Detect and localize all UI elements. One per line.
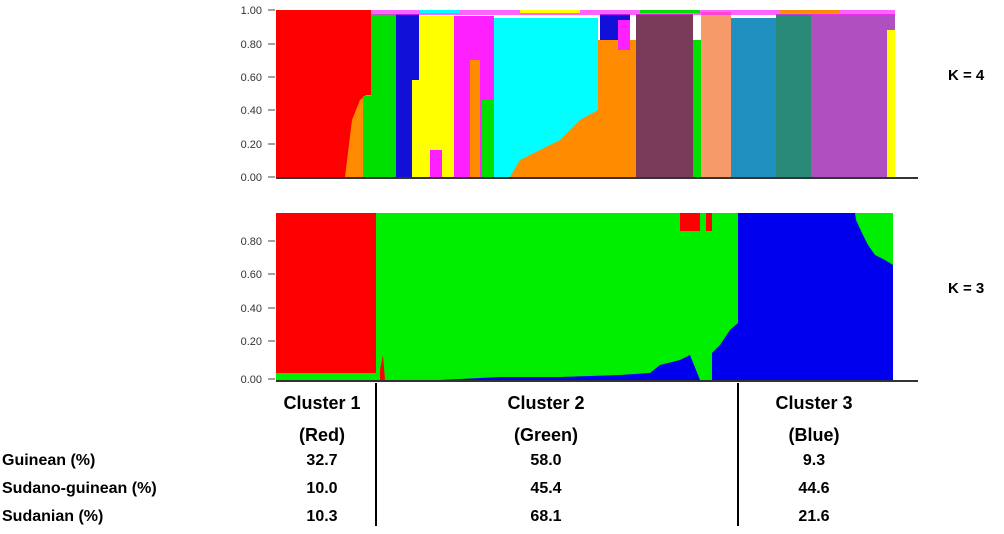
k4-y-axis: 1.00 0.80 0.60 0.40 0.20 0.00 [241, 5, 275, 184]
k4-label: K = 4 [948, 67, 985, 84]
k4-tick-5: 0.20 [241, 139, 262, 151]
cluster-3-color: (Blue) [788, 425, 840, 445]
k4-green-block [371, 14, 396, 177]
divider-1 [375, 383, 377, 526]
divider-2 [737, 383, 739, 526]
k4-teal-block [776, 14, 811, 177]
sudanian-cluster-2: 68.1 [530, 508, 562, 525]
cluster-2-color: (Green) [513, 425, 578, 445]
k3-tick-4: 0.20 [241, 336, 262, 348]
k4-bars [276, 10, 895, 177]
k3-y-axis: 0.80 0.60 0.40 0.20 0.00 [241, 236, 275, 386]
sudanian-cluster-1: 10.3 [306, 508, 338, 525]
k4-tick-2: 0.80 [241, 39, 262, 51]
k4-orange-block [598, 40, 636, 177]
row-label-sudanian: Sudanian (%) [2, 508, 104, 525]
cluster-1-name: Cluster 1 [283, 393, 361, 413]
k4-steelblue-block [731, 18, 776, 177]
k4-tick-1: 1.00 [241, 5, 262, 17]
cluster-1-color: (Red) [299, 425, 345, 445]
k4-tick-6: 0.00 [241, 172, 262, 184]
k3-tick-1: 0.80 [241, 236, 262, 248]
k3-tick-5: 0.00 [241, 374, 262, 386]
k4-purple-block [811, 14, 895, 177]
k4-tick-4: 0.40 [241, 105, 262, 117]
sudano-guinean-cluster-3: 44.6 [798, 480, 830, 497]
row-label-sudano-guinean: Sudano-guinean (%) [2, 480, 157, 497]
k3-tick-2: 0.60 [241, 269, 262, 281]
guinean-cluster-3: 9.3 [802, 452, 826, 469]
k4-salmon-block [701, 12, 731, 177]
cluster-3-name: Cluster 3 [775, 393, 853, 413]
k3-cluster1-red [276, 213, 381, 380]
sudano-guinean-cluster-2: 45.4 [530, 480, 562, 497]
k4-admixture-chart: 1.00 0.80 0.60 0.40 0.20 0.00 [241, 5, 985, 184]
k4-tick-3: 0.60 [241, 72, 262, 84]
guinean-cluster-2: 58.0 [530, 452, 562, 469]
k3-admixture-chart: 0.80 0.60 0.40 0.20 0.00 K = 3 [241, 213, 984, 386]
k3-bars [276, 213, 893, 380]
k3-cluster2-green [376, 213, 738, 380]
k4-maroon-block [636, 14, 693, 177]
row-label-guinean: Guinean (%) [2, 452, 96, 469]
cluster-2-name: Cluster 2 [507, 393, 585, 413]
k3-tick-3: 0.40 [241, 303, 262, 315]
sudano-guinean-cluster-1: 10.0 [306, 480, 338, 497]
k3-label: K = 3 [948, 280, 984, 297]
guinean-cluster-1: 32.7 [306, 452, 338, 469]
sudanian-cluster-3: 21.6 [798, 508, 830, 525]
